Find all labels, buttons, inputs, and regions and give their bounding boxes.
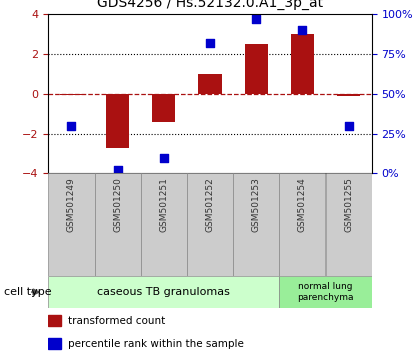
Bar xyxy=(199,74,222,94)
Bar xyxy=(233,173,279,276)
Point xyxy=(68,123,75,129)
Text: cell type: cell type xyxy=(4,287,52,297)
Bar xyxy=(94,173,141,276)
Bar xyxy=(279,276,372,308)
Text: GSM501250: GSM501250 xyxy=(113,178,122,233)
Text: caseous TB granulomas: caseous TB granulomas xyxy=(97,287,230,297)
Bar xyxy=(48,315,61,326)
Text: GSM501253: GSM501253 xyxy=(252,178,261,233)
Point xyxy=(160,155,167,160)
Bar xyxy=(279,173,326,276)
Bar xyxy=(141,173,187,276)
Bar xyxy=(152,94,176,122)
Bar xyxy=(60,94,83,95)
Point xyxy=(345,123,352,129)
Text: transformed count: transformed count xyxy=(68,316,165,326)
Bar xyxy=(48,276,279,308)
Point xyxy=(299,27,306,33)
Bar xyxy=(106,94,129,148)
Point xyxy=(207,40,213,46)
Text: GSM501251: GSM501251 xyxy=(159,178,168,233)
Text: normal lung
parenchyma: normal lung parenchyma xyxy=(297,282,354,302)
Text: GSM501255: GSM501255 xyxy=(344,178,353,233)
Bar xyxy=(187,173,233,276)
Bar xyxy=(244,44,268,94)
Bar xyxy=(48,338,61,349)
Title: GDS4256 / Hs.52132.0.A1_3p_at: GDS4256 / Hs.52132.0.A1_3p_at xyxy=(97,0,323,10)
Text: GSM501254: GSM501254 xyxy=(298,178,307,232)
Text: GSM501252: GSM501252 xyxy=(205,178,215,232)
Text: GSM501249: GSM501249 xyxy=(67,178,76,232)
Text: percentile rank within the sample: percentile rank within the sample xyxy=(68,339,244,349)
Bar xyxy=(326,173,372,276)
Point xyxy=(253,16,260,22)
Point xyxy=(114,167,121,173)
Bar xyxy=(337,94,360,96)
Bar xyxy=(291,34,314,94)
Bar xyxy=(48,173,94,276)
